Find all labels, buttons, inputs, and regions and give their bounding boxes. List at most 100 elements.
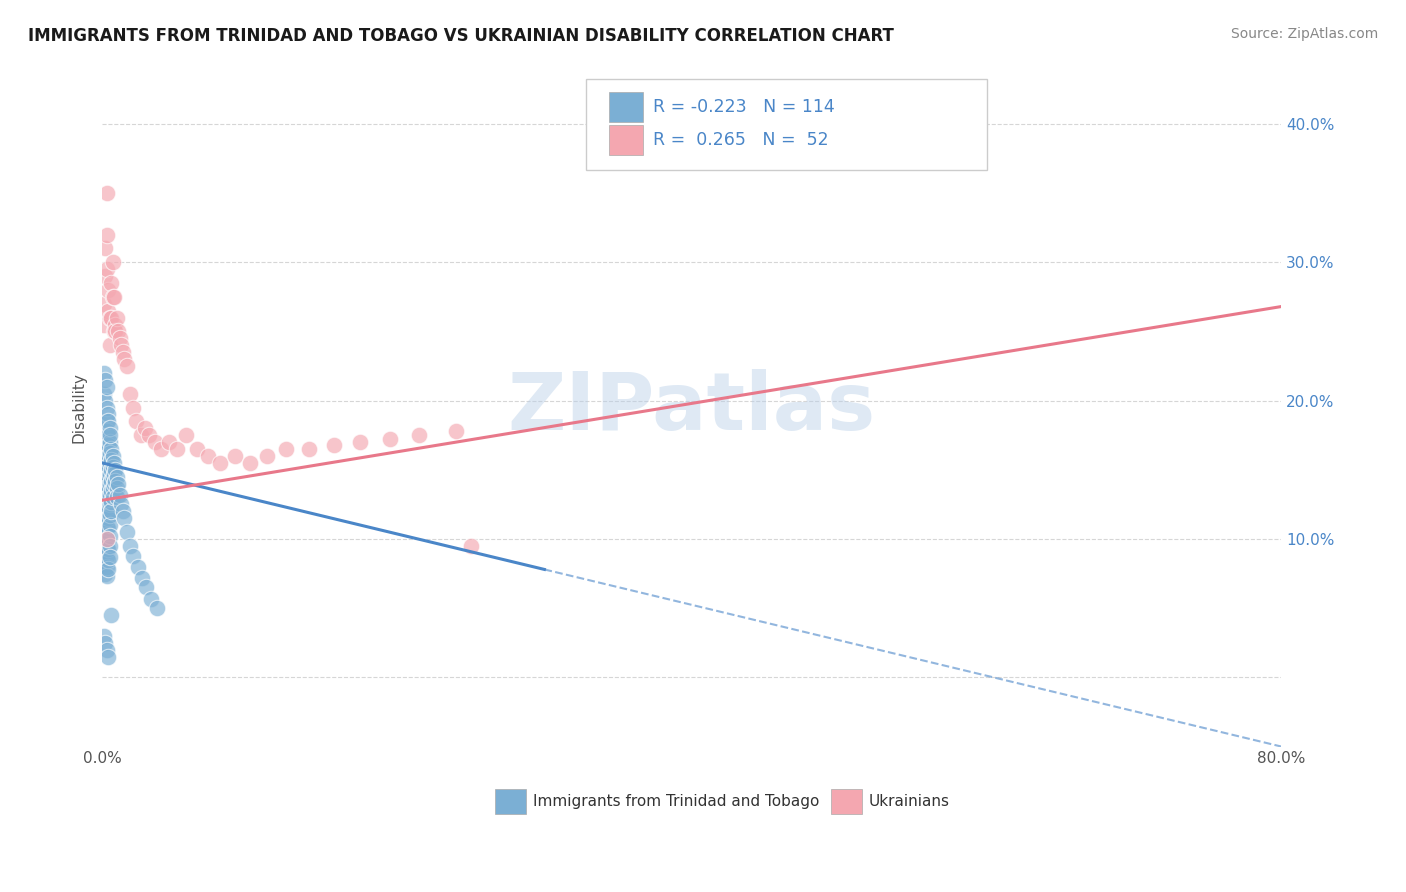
FancyBboxPatch shape [586,78,987,170]
Text: R =  0.265   N =  52: R = 0.265 N = 52 [652,131,828,149]
Text: Source: ZipAtlas.com: Source: ZipAtlas.com [1230,27,1378,41]
FancyBboxPatch shape [609,125,644,154]
Point [96,642,118,657]
Point [256,449,278,463]
Point [94,557,117,571]
Point [104,463,127,477]
Point [197,449,219,463]
Point [101,460,124,475]
Point [98,446,121,460]
Point [98,310,121,325]
Point [93,366,115,380]
Point [98,467,121,481]
Point [96,466,118,480]
Point [349,435,371,450]
Point [97,553,120,567]
Point [110,497,132,511]
FancyBboxPatch shape [609,92,644,122]
Point [96,262,118,277]
Point [97,449,120,463]
Point [104,474,127,488]
Point [96,435,118,450]
FancyBboxPatch shape [495,789,526,814]
Point [94,269,117,284]
Point [97,469,120,483]
Point [94,526,117,541]
Point [96,401,118,415]
Point [98,488,121,502]
Point [93,497,115,511]
Point [94,466,117,480]
Text: Immigrants from Trinidad and Tobago: Immigrants from Trinidad and Tobago [533,794,818,809]
Point [94,636,117,650]
Point [111,504,134,518]
Y-axis label: Disability: Disability [72,372,86,443]
Point [127,559,149,574]
Point [98,428,121,442]
Point [98,497,121,511]
Point [94,536,117,550]
Point [101,449,124,463]
Point [122,549,145,563]
Point [100,504,122,518]
Point [97,303,120,318]
Point [93,488,115,502]
Point [297,442,319,456]
Point [209,456,232,470]
Point [105,481,128,495]
Point [97,649,120,664]
Point [139,591,162,606]
Point [122,401,145,415]
Point [94,241,117,255]
Point [101,290,124,304]
Point [96,380,118,394]
Point [103,456,125,470]
Point [103,476,125,491]
Point [97,428,120,442]
Point [100,474,122,488]
Point [94,485,117,500]
Point [94,546,117,560]
Point [157,435,180,450]
Point [166,442,188,456]
Point [94,445,117,459]
Point [97,414,120,428]
Point [112,511,135,525]
Point [97,458,120,473]
Point [100,453,122,467]
Point [100,463,122,477]
Point [105,469,128,483]
Point [103,325,125,339]
Point [97,532,120,546]
Point [103,290,125,304]
Point [134,421,156,435]
Point [322,438,344,452]
Point [96,539,118,553]
Point [103,467,125,481]
Point [94,393,117,408]
Point [101,491,124,505]
Point [108,331,131,345]
Point [94,454,117,468]
Point [97,562,120,576]
Point [186,442,208,456]
Point [98,435,121,450]
Point [96,549,118,563]
Point [105,491,128,505]
Point [100,276,122,290]
Point [224,449,246,463]
Point [100,442,122,456]
Point [94,435,117,450]
Point [97,521,120,535]
Point [93,297,115,311]
Text: Ukrainians: Ukrainians [869,794,949,809]
Point [96,507,118,521]
Point [93,507,115,521]
Point [94,516,117,530]
Point [107,476,129,491]
Text: IMMIGRANTS FROM TRINIDAD AND TOBAGO VS UKRAINIAN DISABILITY CORRELATION CHART: IMMIGRANTS FROM TRINIDAD AND TOBAGO VS U… [28,27,894,45]
Point [100,494,122,508]
Point [96,414,118,428]
Point [96,497,118,511]
Point [100,483,122,498]
